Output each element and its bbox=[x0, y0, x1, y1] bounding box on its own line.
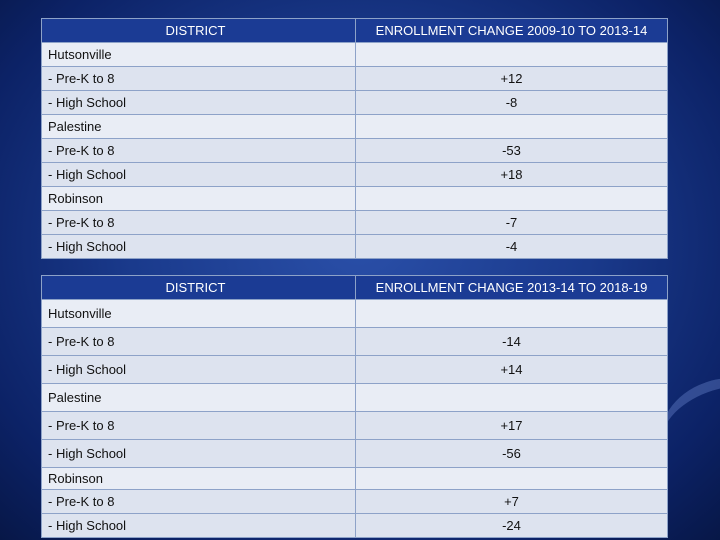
table-row-district-group: Robinson bbox=[41, 467, 668, 490]
table-row-district-group: Palestine bbox=[41, 383, 668, 412]
enrollment-change-cell: -24 bbox=[355, 513, 668, 538]
enrollment-change-cell: -4 bbox=[355, 234, 668, 259]
table-row-district-group: Hutsonville bbox=[41, 299, 668, 328]
enrollment-change-cell: +18 bbox=[355, 162, 668, 187]
grade-level-cell: - Pre-K to 8 bbox=[41, 138, 356, 163]
grade-level-cell: - High School bbox=[41, 234, 356, 259]
grade-level-cell: - High School bbox=[41, 439, 356, 468]
enrollment-change-cell: +14 bbox=[355, 355, 668, 384]
table-row-district-group: Robinson bbox=[41, 186, 668, 211]
enrollment-change-cell bbox=[355, 42, 668, 67]
table-row: - High School -8 bbox=[41, 90, 668, 115]
district-name-cell: Robinson bbox=[41, 186, 356, 211]
enrollment-table-2009-2014: DISTRICT ENROLLMENT CHANGE 2009-10 TO 20… bbox=[41, 18, 668, 259]
table-row: - Pre-K to 8 -53 bbox=[41, 138, 668, 163]
grade-level-cell: - Pre-K to 8 bbox=[41, 489, 356, 514]
table-row: - Pre-K to 8 +12 bbox=[41, 66, 668, 91]
enrollment-change-cell bbox=[355, 186, 668, 211]
district-column-header: DISTRICT bbox=[41, 18, 356, 43]
enrollment-change-cell: +12 bbox=[355, 66, 668, 91]
table-row: - Pre-K to 8 -14 bbox=[41, 327, 668, 356]
enrollment-change-cell: -8 bbox=[355, 90, 668, 115]
table-row: - Pre-K to 8 +7 bbox=[41, 489, 668, 514]
grade-level-cell: - High School bbox=[41, 162, 356, 187]
grade-level-cell: - Pre-K to 8 bbox=[41, 411, 356, 440]
table-header-row: DISTRICT ENROLLMENT CHANGE 2013-14 TO 20… bbox=[41, 275, 668, 300]
table-row: - Pre-K to 8 -7 bbox=[41, 210, 668, 235]
district-name-cell: Hutsonville bbox=[41, 299, 356, 328]
table-row-district-group: Palestine bbox=[41, 114, 668, 139]
enrollment-table-2013-2019: DISTRICT ENROLLMENT CHANGE 2013-14 TO 20… bbox=[41, 275, 668, 538]
enrollment-change-cell: +17 bbox=[355, 411, 668, 440]
table-row: - High School +18 bbox=[41, 162, 668, 187]
district-name-cell: Palestine bbox=[41, 383, 356, 412]
district-column-header: DISTRICT bbox=[41, 275, 356, 300]
enrollment-change-cell bbox=[355, 383, 668, 412]
enrollment-change-cell: -14 bbox=[355, 327, 668, 356]
district-name-cell: Palestine bbox=[41, 114, 356, 139]
table-row: - High School +14 bbox=[41, 355, 668, 384]
table-row: - High School -24 bbox=[41, 513, 668, 538]
table-row: - Pre-K to 8 +17 bbox=[41, 411, 668, 440]
enrollment-change-cell: -53 bbox=[355, 138, 668, 163]
grade-level-cell: - Pre-K to 8 bbox=[41, 210, 356, 235]
enrollment-change-column-header: ENROLLMENT CHANGE 2013-14 TO 2018-19 bbox=[355, 275, 668, 300]
enrollment-change-cell bbox=[355, 299, 668, 328]
enrollment-change-cell: -56 bbox=[355, 439, 668, 468]
grade-level-cell: - High School bbox=[41, 90, 356, 115]
table-header-row: DISTRICT ENROLLMENT CHANGE 2009-10 TO 20… bbox=[41, 18, 668, 43]
enrollment-change-cell: -7 bbox=[355, 210, 668, 235]
enrollment-change-cell bbox=[355, 467, 668, 490]
table-row: - High School -56 bbox=[41, 439, 668, 468]
table-row: - High School -4 bbox=[41, 234, 668, 259]
grade-level-cell: - High School bbox=[41, 355, 356, 384]
enrollment-change-cell bbox=[355, 114, 668, 139]
grade-level-cell: - Pre-K to 8 bbox=[41, 66, 356, 91]
enrollment-change-column-header: ENROLLMENT CHANGE 2009-10 TO 2013-14 bbox=[355, 18, 668, 43]
district-name-cell: Robinson bbox=[41, 467, 356, 490]
table-row-district-group: Hutsonville bbox=[41, 42, 668, 67]
grade-level-cell: - Pre-K to 8 bbox=[41, 327, 356, 356]
district-name-cell: Hutsonville bbox=[41, 42, 356, 67]
enrollment-change-cell: +7 bbox=[355, 489, 668, 514]
grade-level-cell: - High School bbox=[41, 513, 356, 538]
